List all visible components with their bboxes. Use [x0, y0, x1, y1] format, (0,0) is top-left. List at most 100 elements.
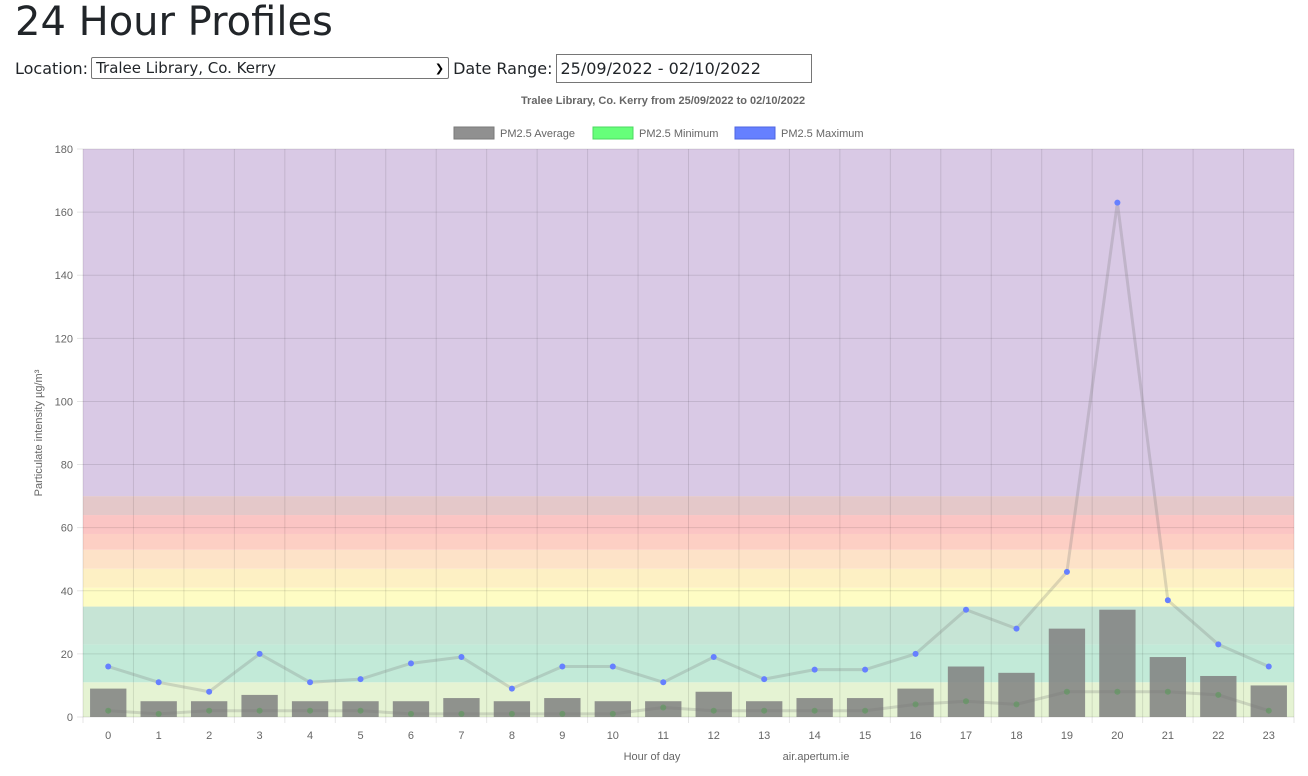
x-tick-label: 15 [859, 730, 871, 742]
x-tick-label: 16 [909, 730, 921, 742]
aqi-band-6 [83, 533, 1294, 550]
maximum-point [1164, 597, 1171, 604]
minimum-point [508, 710, 515, 717]
minimum-point [1215, 691, 1222, 698]
x-tick-label: 10 [607, 730, 619, 742]
x-tick-label: 1 [156, 730, 162, 742]
y-tick-label: 80 [61, 460, 73, 472]
x-tick-label: 6 [408, 730, 414, 742]
x-tick-label: 18 [1010, 730, 1022, 742]
minimum-point [1265, 707, 1272, 714]
page-title: 24 Hour Profiles [15, 0, 333, 45]
x-tick-label: 5 [357, 730, 363, 742]
legend-label[interactable]: PM2.5 Average [500, 128, 575, 140]
average-bar [1099, 609, 1136, 717]
maximum-point [609, 663, 616, 670]
maximum-point [761, 676, 768, 683]
maximum-point [1265, 663, 1272, 670]
average-bar [392, 701, 430, 717]
y-tick-label: 100 [55, 396, 73, 408]
maximum-point [1063, 568, 1070, 575]
y-axis-label: Particulate intensity µg/m³ [33, 369, 45, 496]
location-select[interactable]: Tralee Library, Co. Kerry ❯ [91, 57, 450, 79]
x-tick-label: 0 [105, 730, 111, 742]
average-bar [140, 701, 177, 717]
minimum-point [559, 710, 566, 717]
maximum-point [1215, 641, 1222, 648]
average-bar [443, 698, 480, 717]
average-bar [846, 698, 884, 717]
average-bar [998, 672, 1035, 717]
chart-legend: PM2.5 Average PM2.5 Minimum PM2.5 Maximum [453, 126, 864, 140]
minimum-point [256, 707, 263, 714]
x-axis-label: Hour of day [624, 751, 681, 763]
aqi-band-7 [83, 515, 1294, 534]
maximum-point [862, 666, 869, 673]
average-bar [947, 666, 985, 717]
minimum-point [963, 698, 970, 705]
minimum-point [912, 701, 919, 708]
maximum-point [559, 663, 566, 670]
x-tick-label: 4 [307, 730, 313, 742]
y-tick-label: 140 [55, 270, 73, 282]
x-tick-label: 19 [1061, 730, 1073, 742]
x-tick-label: 21 [1162, 730, 1174, 742]
minimum-point [105, 707, 112, 714]
x-tick-label: 20 [1111, 730, 1123, 742]
aqi-band-9 [83, 149, 1294, 497]
minimum-point [710, 707, 717, 714]
footer-credit: air.apertum.ie [783, 751, 850, 763]
legend-label[interactable]: PM2.5 Maximum [781, 128, 864, 140]
y-tick-label: 120 [55, 333, 73, 345]
date-range-input[interactable]: 25/09/2022 - 02/10/2022 [555, 53, 812, 83]
x-tick-label: 8 [509, 730, 515, 742]
average-bar [493, 701, 531, 717]
aqi-band-0 [83, 682, 1294, 717]
location-select-value: Tralee Library, Co. Kerry [96, 59, 276, 77]
x-tick-label: 2 [206, 730, 212, 742]
average-bar [544, 698, 581, 717]
minimum-line [108, 690, 1270, 716]
maximum-point [458, 654, 465, 661]
x-tick-label: 13 [758, 730, 770, 742]
minimum-point [811, 707, 818, 714]
y-tick-label: 0 [67, 712, 73, 724]
legend-swatch[interactable] [453, 126, 495, 140]
legend-label[interactable]: PM2.5 Minimum [639, 128, 718, 140]
aqi-band-4 [83, 568, 1294, 588]
minimum-point [357, 707, 364, 714]
filter-controls: Location: Tralee Library, Co. Kerry ❯ Da… [15, 53, 812, 83]
date-range-label: Date Range: [453, 58, 553, 78]
minimum-point [1013, 701, 1020, 708]
aqi-background-bands [83, 149, 1294, 717]
x-tick-label: 3 [257, 730, 263, 742]
legend-swatch[interactable] [592, 126, 634, 140]
y-tick-label: 40 [61, 586, 73, 598]
maximum-point [912, 650, 919, 657]
maximum-point [407, 660, 414, 667]
legend-swatch[interactable] [734, 126, 776, 140]
maximum-point [1114, 199, 1121, 206]
average-bar [1048, 628, 1086, 717]
minimum-point [206, 707, 213, 714]
maximum-point [811, 666, 818, 673]
maximum-point [105, 663, 112, 670]
aqi-band-5 [83, 549, 1294, 569]
y-tick-label: 180 [55, 144, 73, 156]
maximum-line [107, 202, 1270, 694]
aqi-band-1 [83, 644, 1294, 683]
x-tick-label: 12 [708, 730, 720, 742]
minimum-point [862, 707, 869, 714]
minimum-point [761, 707, 768, 714]
minimum-point [1114, 688, 1121, 695]
maximum-point [1013, 625, 1020, 632]
maximum-point [963, 606, 970, 613]
maximum-point [307, 679, 314, 686]
x-tick-label: 11 [658, 730, 669, 742]
minimum-point [407, 710, 414, 717]
location-label: Location: [15, 58, 89, 78]
x-tick-label: 23 [1263, 730, 1275, 742]
x-tick-label: 9 [559, 730, 565, 742]
